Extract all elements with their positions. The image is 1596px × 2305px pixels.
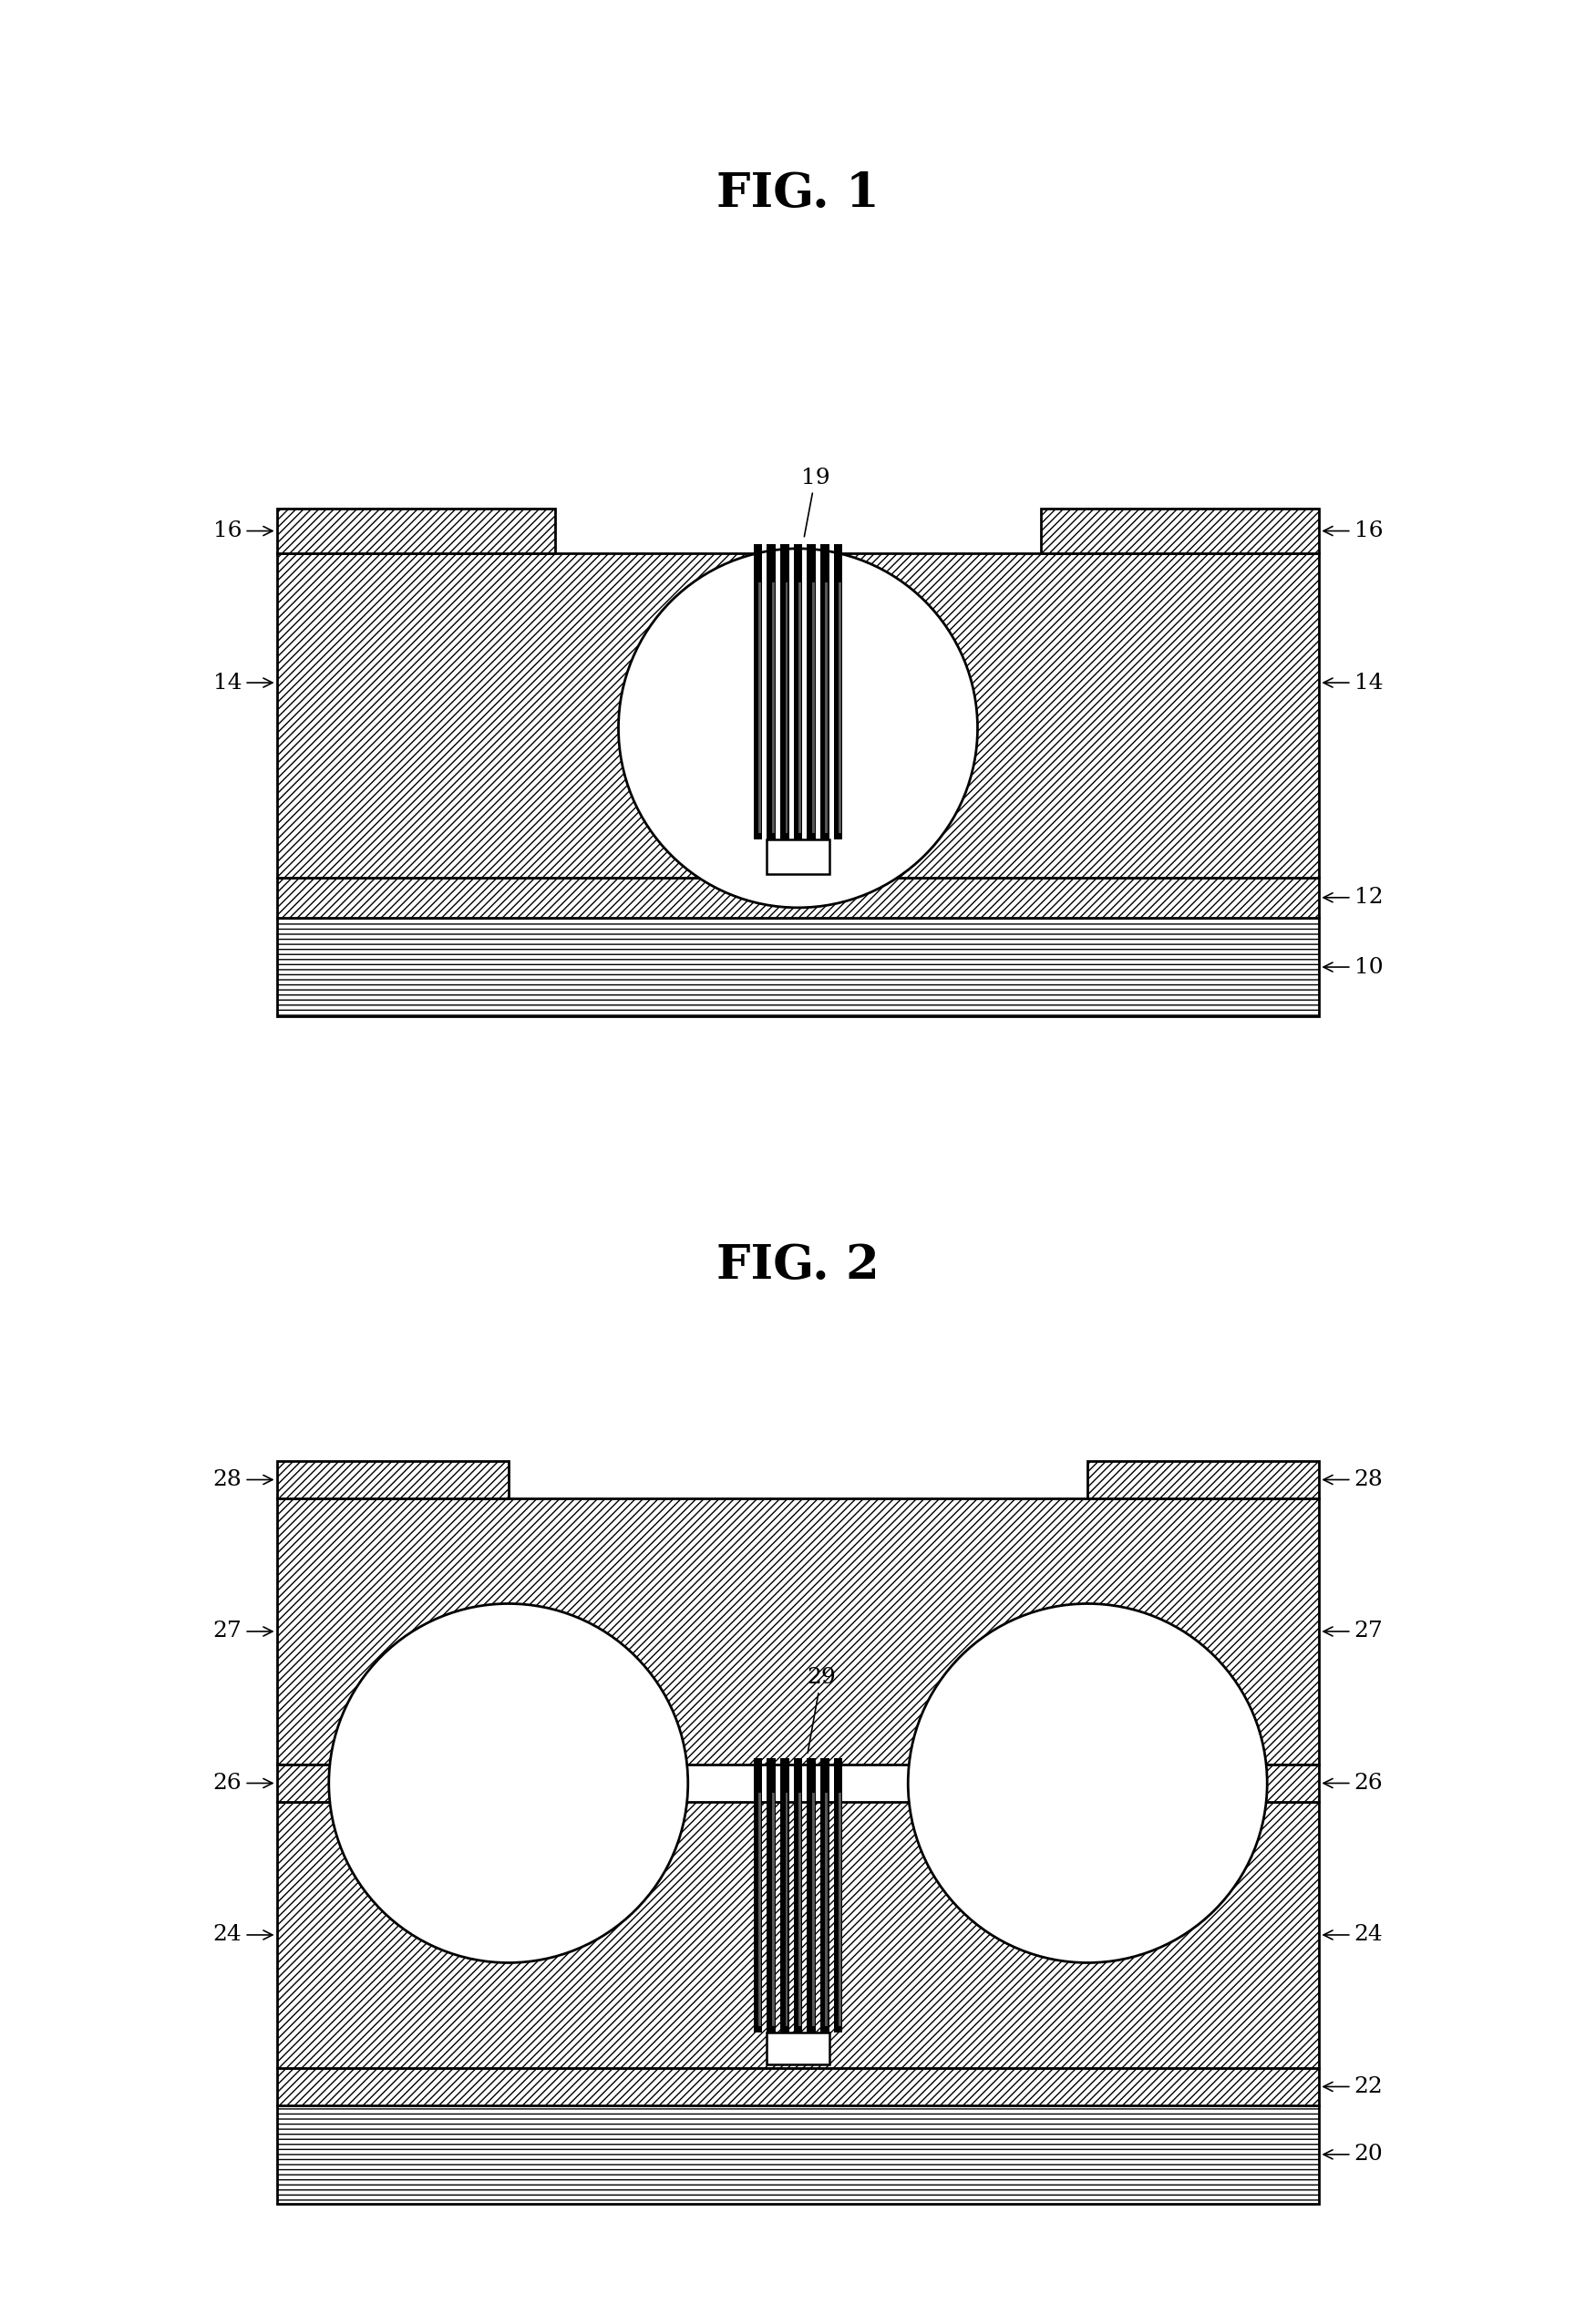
Text: 19: 19: [801, 468, 830, 537]
Text: 26: 26: [1323, 1773, 1384, 1793]
Bar: [766, 2033, 830, 2065]
Text: 20: 20: [1323, 2144, 1384, 2164]
Bar: [798, 583, 801, 834]
Bar: [833, 1759, 843, 2033]
Bar: [753, 1759, 763, 2033]
Bar: [780, 544, 788, 839]
Text: FIG. 1: FIG. 1: [717, 171, 879, 217]
Bar: [833, 544, 843, 839]
Text: 24: 24: [212, 1925, 273, 1945]
Bar: [825, 583, 828, 834]
Text: 26: 26: [212, 1773, 273, 1793]
Text: 28: 28: [212, 1468, 273, 1491]
Bar: [780, 1759, 788, 2033]
Bar: [785, 1793, 788, 2026]
Bar: [825, 1793, 828, 2026]
Bar: [772, 1793, 774, 2026]
Text: 14: 14: [214, 673, 273, 694]
Bar: [276, 1803, 1320, 2068]
Bar: [772, 583, 774, 834]
Bar: [768, 1759, 776, 2033]
Bar: [276, 553, 1320, 878]
Text: 28: 28: [1323, 1468, 1384, 1491]
Bar: [753, 544, 763, 839]
Text: 22: 22: [1323, 2077, 1384, 2098]
Bar: [838, 1793, 841, 2026]
Bar: [758, 583, 761, 834]
Text: 16: 16: [1323, 521, 1382, 542]
Bar: [1041, 509, 1320, 553]
Bar: [838, 583, 841, 834]
Bar: [276, 509, 555, 553]
Text: 29: 29: [806, 1667, 836, 1752]
Bar: [1087, 1766, 1320, 1803]
Bar: [276, 1766, 509, 1803]
Bar: [808, 544, 816, 839]
Bar: [808, 1759, 816, 2033]
Bar: [812, 1793, 814, 2026]
Bar: [276, 917, 1320, 1017]
Bar: [812, 583, 814, 834]
Text: 24: 24: [1323, 1925, 1384, 1945]
Bar: [793, 1759, 803, 2033]
Bar: [276, 2068, 1320, 2104]
Bar: [758, 1793, 761, 2026]
Text: 14: 14: [1323, 673, 1382, 694]
Text: FIG. 2: FIG. 2: [717, 1242, 879, 1288]
Circle shape: [908, 1604, 1267, 1964]
Bar: [798, 1793, 801, 2026]
Bar: [1087, 1461, 1320, 1498]
Text: 16: 16: [214, 521, 273, 542]
Text: 12: 12: [1323, 887, 1382, 908]
Bar: [820, 1759, 828, 2033]
Bar: [276, 878, 1320, 917]
Bar: [276, 1498, 1320, 1766]
Bar: [276, 2104, 1320, 2204]
Bar: [820, 544, 828, 839]
Bar: [766, 839, 830, 874]
Bar: [276, 1461, 509, 1498]
Bar: [768, 544, 776, 839]
Text: 10: 10: [1323, 957, 1382, 977]
Text: 27: 27: [212, 1620, 273, 1641]
Circle shape: [329, 1604, 688, 1964]
Text: 27: 27: [1323, 1620, 1384, 1641]
Bar: [785, 583, 788, 834]
Bar: [793, 544, 803, 839]
Circle shape: [619, 549, 978, 908]
